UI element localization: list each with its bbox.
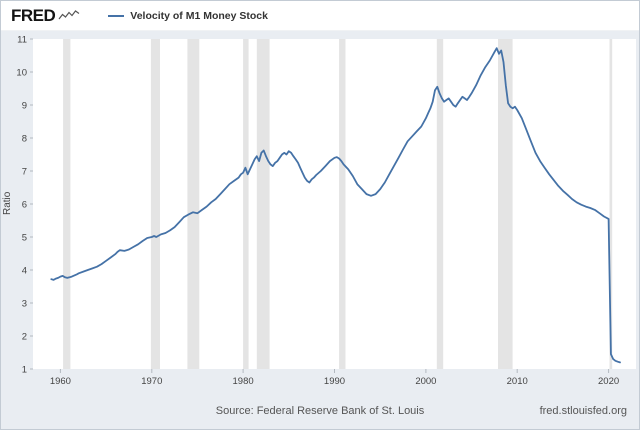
fred-logo[interactable]: FRED	[11, 6, 80, 26]
y-tick-label: 3	[22, 299, 27, 310]
x-tick-label: 1960	[50, 376, 71, 387]
recession-band	[187, 39, 200, 369]
y-tick-label: 10	[16, 68, 27, 79]
y-tick-label: 2	[22, 332, 27, 343]
x-tick-label: 1990	[324, 376, 345, 387]
x-tick-label: 1980	[233, 376, 254, 387]
recession-band	[150, 39, 160, 369]
site-link[interactable]: fred.stlouisfed.org	[539, 405, 627, 417]
recession-band	[436, 39, 444, 369]
recession-band	[63, 39, 71, 369]
x-tick-label: 2000	[415, 376, 436, 387]
x-tick-label: 2020	[598, 376, 619, 387]
y-tick-label: 7	[22, 167, 27, 178]
y-tick-label: 11	[17, 35, 27, 46]
y-tick-label: 5	[22, 233, 27, 244]
legend-label: Velocity of M1 Money Stock	[130, 9, 268, 22]
recession-band	[498, 39, 513, 369]
x-tick-label: 2010	[507, 376, 528, 387]
y-tick-label: 9	[22, 101, 27, 112]
recession-band	[243, 39, 249, 369]
source-text: Source: Federal Reserve Bank of St. Loui…	[215, 405, 425, 417]
fred-logo-sparkline-icon	[58, 10, 80, 20]
chart-footer: Source: Federal Reserve Bank of St. Loui…	[1, 393, 639, 429]
series-line	[50, 47, 621, 364]
legend[interactable]: Velocity of M1 Money Stock	[108, 10, 268, 22]
chart-region: Ratio 1 2 3 4 5 6 7 8 9 10 11 1960 1970 1980 1990 2000 2…	[1, 31, 639, 393]
y-tick-label: 8	[22, 134, 27, 145]
fred-logo-text: FRED	[11, 5, 56, 25]
y-tick-label: 6	[22, 200, 27, 211]
plot-background	[33, 39, 636, 369]
x-tick-label: 1970	[141, 376, 162, 387]
chart-header: FRED Velocity of M1 Money Stock	[1, 1, 639, 31]
recession-band	[609, 39, 613, 369]
y-tick-label: 1	[22, 365, 27, 376]
recession-band	[256, 39, 270, 369]
plot-area[interactable]: 1 2 3 4 5 6 7 8 9 10 11 1960 1970 1980 1990 2000 2010 202…	[1, 31, 640, 395]
recession-band	[339, 39, 346, 369]
legend-line-swatch	[108, 14, 125, 17]
y-tick-label: 4	[22, 266, 27, 277]
